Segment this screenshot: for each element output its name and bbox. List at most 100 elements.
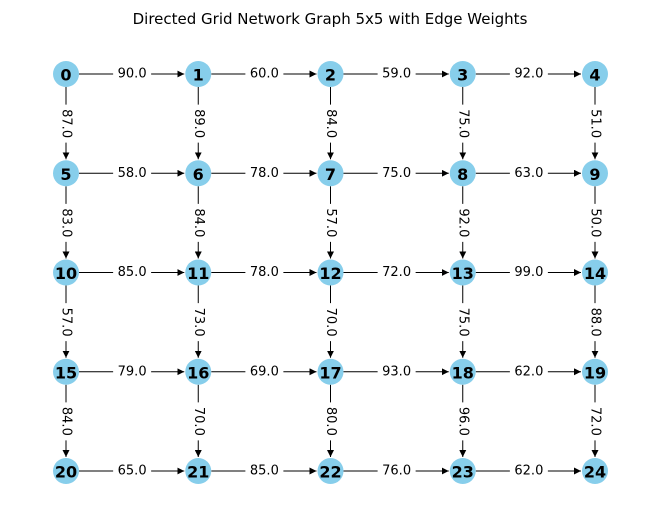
node-circle [53,160,79,187]
node-circle [582,160,608,187]
graph-node-7: 7 [317,160,344,187]
edge-label-background [245,462,284,480]
edge-label-background [586,203,604,242]
edge-label-background [189,104,208,143]
edge-label-background [321,402,340,441]
edge-label-background [113,263,152,282]
graph-node-9: 9 [582,160,608,187]
graph-node-2: 2 [317,61,344,87]
graph-node-4: 4 [582,61,608,87]
edge-weight-label: 75.0 [455,109,470,138]
node-label: 1 [193,66,204,85]
node-label: 6 [193,165,204,184]
edge-weight-label: 92.0 [455,208,470,237]
edge-weight-label: 57.0 [59,308,74,337]
edge-label-background [586,402,604,441]
edge-label-background [453,104,472,143]
graph-node-6: 6 [185,160,212,187]
node-label: 2 [325,66,336,85]
edge-weight-label: 80.0 [323,407,338,436]
node-circle [317,358,344,385]
edge-13-14: 99.0 [475,263,581,282]
node-label: 16 [187,363,209,382]
edge-label-background [57,402,75,441]
edge-weight-label: 65.0 [118,464,147,479]
edge-0-5: 87.0 [57,87,75,160]
graph-node-20: 20 [53,458,79,484]
edge-12-13: 72.0 [343,263,449,282]
node-label: 11 [187,264,209,283]
edge-1-2: 60.0 [211,65,317,83]
graph-node-3: 3 [449,61,476,87]
edge-weight-label: 70.0 [191,407,206,436]
node-circle [317,160,344,187]
edge-label-background [245,263,284,282]
edge-label-background [377,164,416,183]
edge-weight-label: 99.0 [514,265,543,280]
edge-weight-label: 92.0 [514,67,543,82]
graph-node-0: 0 [53,61,79,87]
edge-weight-label: 84.0 [191,208,206,237]
graph-node-21: 21 [185,458,212,484]
node-label: 12 [319,264,341,283]
edge-label-background [453,303,472,342]
edge-17-18: 93.0 [343,362,449,381]
edge-label-background [321,303,340,342]
node-label: 7 [325,165,336,184]
node-label: 22 [319,463,341,482]
node-circle [449,458,476,484]
edge-7-12: 57.0 [321,186,340,259]
edge-5-6: 58.0 [79,164,185,183]
edge-weight-label: 62.0 [514,364,543,379]
node-circle [449,61,476,87]
node-circle [582,458,608,484]
graph-node-11: 11 [185,259,212,286]
edge-weight-label: 75.0 [382,166,411,181]
edge-label-background [509,362,548,381]
edge-16-17: 69.0 [211,362,317,381]
node-label: 9 [589,165,600,184]
node-circle [582,358,608,385]
edge-weight-label: 85.0 [250,464,279,479]
edge-label-background [113,462,152,480]
node-circle [185,259,212,286]
edge-label-background [113,164,152,183]
edges-layer: 90.0 60.0 59.0 92.0 58.0 78.0 75.0 63.0 85.0 78.0… [57,65,604,480]
node-circle [317,458,344,484]
node-label: 0 [60,66,71,85]
edge-3-4: 92.0 [475,65,581,83]
edge-label-background [113,362,152,381]
edge-label-background [509,65,548,83]
edge-weight-label: 89.0 [191,109,206,138]
edge-weight-label: 78.0 [250,265,279,280]
edge-19-24: 72.0 [586,384,604,457]
edge-23-24: 62.0 [475,462,581,480]
edge-weight-label: 96.0 [455,407,470,436]
edge-13-18: 75.0 [453,285,472,358]
edge-label-background [453,203,472,242]
node-circle [53,358,79,385]
edge-weight-label: 87.0 [59,109,74,138]
edge-8-9: 63.0 [475,164,581,183]
edge-label-background [189,402,208,441]
edge-weight-label: 57.0 [323,208,338,237]
graph-node-22: 22 [317,458,344,484]
edge-18-19: 62.0 [475,362,581,381]
edge-7-8: 75.0 [343,164,449,183]
edge-2-7: 84.0 [321,87,340,160]
edge-weight-label: 59.0 [382,67,411,82]
node-label: 17 [319,363,341,382]
edge-label-background [245,164,284,183]
graph-node-24: 24 [582,458,608,484]
edge-weight-label: 72.0 [382,265,411,280]
edge-21-22: 85.0 [211,462,317,480]
node-label: 13 [452,264,474,283]
edge-label-background [509,462,548,480]
graph-title: Directed Grid Network Graph 5x5 with Edg… [133,10,528,28]
edge-18-23: 96.0 [453,384,472,457]
edge-weight-label: 63.0 [514,166,543,181]
graph-node-23: 23 [449,458,476,484]
edge-label-background [113,65,152,83]
edge-weight-label: 73.0 [191,308,206,337]
